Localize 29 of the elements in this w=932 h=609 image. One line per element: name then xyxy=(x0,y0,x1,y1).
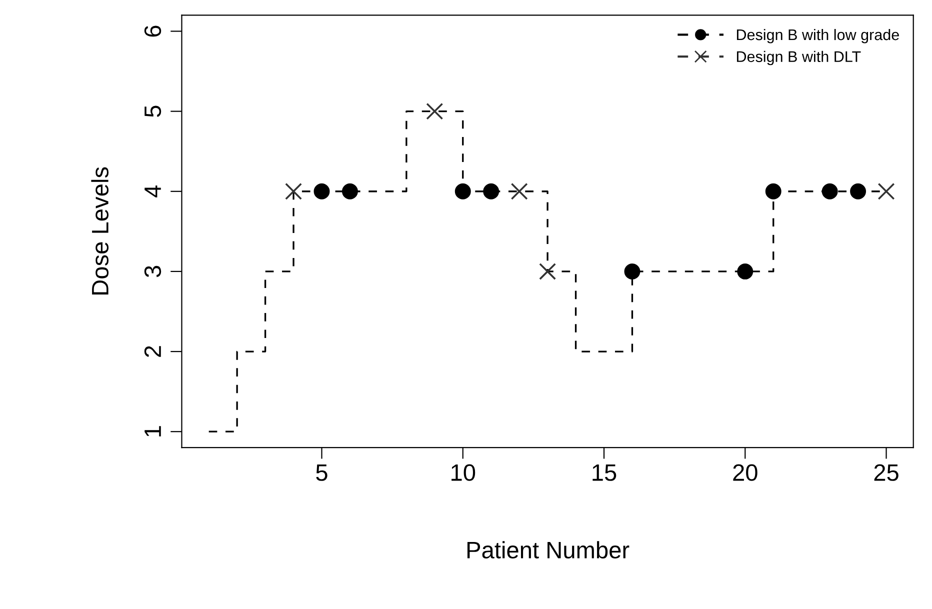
point xyxy=(285,182,302,200)
x-tick-label: 20 xyxy=(733,464,758,481)
y-tick-label: 4 xyxy=(144,186,161,198)
y-axis-title: Dose Levels xyxy=(91,167,109,294)
point xyxy=(737,263,754,280)
y-tick-label: 1 xyxy=(144,426,161,436)
point xyxy=(878,182,895,200)
legend-label: Design B with DLT xyxy=(736,50,861,66)
y-tick-label: 2 xyxy=(144,346,161,357)
x-axis-title: Patient Number xyxy=(467,541,630,558)
x-tick-label: 15 xyxy=(592,464,616,481)
point xyxy=(765,183,782,200)
point xyxy=(314,183,330,200)
point xyxy=(624,263,640,280)
y-tick-label: 6 xyxy=(144,26,162,37)
point xyxy=(510,182,528,200)
x-tick-label: 25 xyxy=(874,464,898,481)
x-tick-label: 10 xyxy=(452,464,476,481)
point xyxy=(483,183,500,200)
point xyxy=(454,183,471,200)
point xyxy=(539,262,556,280)
point xyxy=(426,102,444,120)
point xyxy=(342,183,358,200)
legend-label: Design B with low grade xyxy=(736,28,899,44)
point xyxy=(822,183,838,200)
y-tick-label: 3 xyxy=(144,266,162,278)
y-tick-label: 5 xyxy=(144,106,162,117)
point xyxy=(850,183,866,200)
x-tick-label: 5 xyxy=(316,464,328,481)
